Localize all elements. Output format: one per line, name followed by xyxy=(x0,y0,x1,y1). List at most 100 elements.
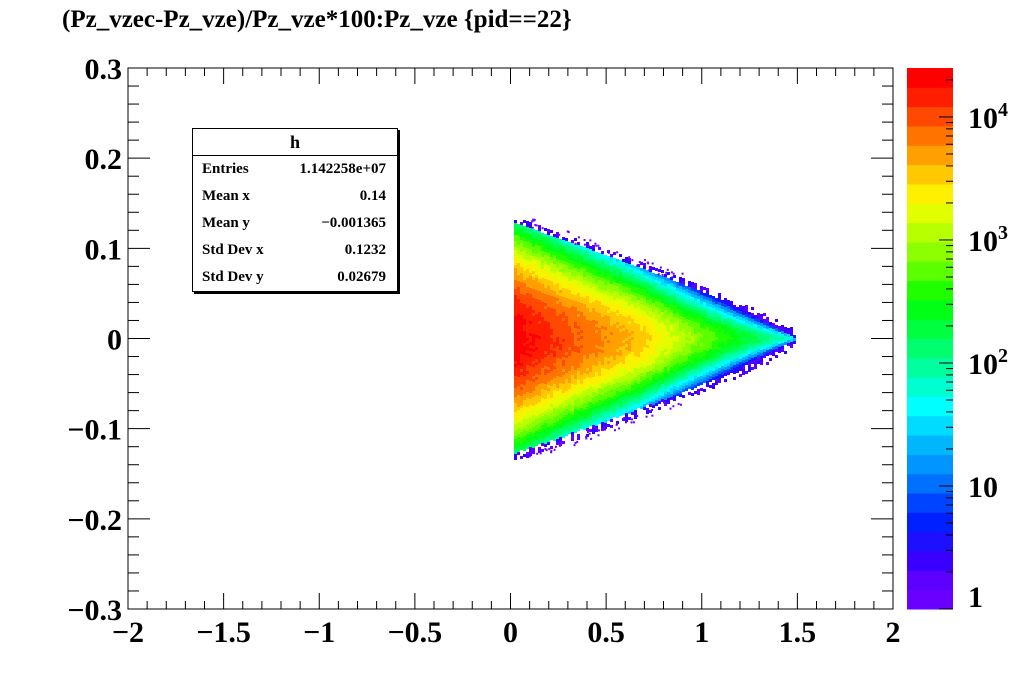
heatmap-cell xyxy=(589,246,592,249)
heatmap-cell xyxy=(556,289,559,292)
heatmap-cell xyxy=(538,366,541,369)
heatmap-cell xyxy=(592,281,595,284)
heatmap-cell xyxy=(679,340,682,343)
heatmap-cell xyxy=(613,318,616,321)
heatmap-cell xyxy=(673,281,676,284)
heatmap-cell xyxy=(541,269,544,272)
heatmap-cell xyxy=(721,372,724,375)
heatmap-cell xyxy=(595,291,598,294)
heatmap-cell xyxy=(553,366,556,369)
heatmap-cell xyxy=(631,301,634,304)
heatmap-cell xyxy=(673,362,676,365)
heatmap-cell xyxy=(715,337,718,340)
heatmap-cell xyxy=(730,322,733,325)
heatmap-cell xyxy=(526,437,529,440)
heatmap-cell xyxy=(535,314,538,317)
heatmap-cell xyxy=(640,292,643,295)
heatmap-cell xyxy=(724,313,727,316)
heatmap-cell xyxy=(589,405,592,408)
heatmap-cell xyxy=(727,339,730,342)
heatmap-cell xyxy=(685,295,688,298)
heatmap-cell xyxy=(562,318,565,321)
heatmap-cell xyxy=(709,307,712,310)
heatmap-cell xyxy=(589,273,592,276)
heatmap-cell xyxy=(520,252,523,255)
heatmap-cell xyxy=(670,391,673,394)
heatmap-cell xyxy=(562,303,565,306)
heatmap-cell xyxy=(697,305,700,308)
heatmap-cell xyxy=(604,387,607,390)
heatmap-cell xyxy=(520,441,523,444)
heatmap-cell xyxy=(520,414,523,417)
heatmap-cell xyxy=(706,360,709,363)
heatmap-cell xyxy=(718,320,721,323)
heatmap-cell xyxy=(532,442,535,445)
heatmap-cell xyxy=(730,361,733,364)
heatmap-cell xyxy=(661,393,664,396)
heatmap-cell xyxy=(544,270,547,273)
heatmap-cell xyxy=(643,259,646,262)
heatmap-cell xyxy=(628,294,631,297)
heatmap-cell xyxy=(691,384,694,387)
heatmap-cell xyxy=(589,324,592,327)
heatmap-cell xyxy=(595,261,598,264)
heatmap-cell xyxy=(559,410,562,413)
heatmap-cell xyxy=(583,322,586,325)
heatmap-cell xyxy=(607,280,610,283)
heatmap-cell xyxy=(685,301,688,304)
heatmap-cell xyxy=(628,393,631,396)
heatmap-cell xyxy=(610,266,613,269)
heatmap-cell xyxy=(706,342,709,345)
heatmap-cell xyxy=(598,352,601,355)
heatmap-cell xyxy=(685,346,688,349)
heatmap-cell xyxy=(580,393,583,396)
heatmap-cell xyxy=(577,437,580,440)
heatmap-cell xyxy=(547,316,550,319)
heatmap-cell xyxy=(520,408,523,411)
heatmap-cell xyxy=(577,344,580,347)
heatmap-cell xyxy=(580,396,583,399)
heatmap-cell xyxy=(622,361,625,364)
heatmap-cell xyxy=(583,253,586,256)
heatmap-cell xyxy=(646,381,649,384)
heatmap-cell xyxy=(622,388,625,391)
heatmap-cell xyxy=(724,367,727,370)
heatmap-cell xyxy=(565,277,568,280)
heatmap-cell xyxy=(541,263,544,266)
heatmap-cell xyxy=(574,253,577,256)
heatmap-cell xyxy=(577,404,580,407)
heatmap-cell xyxy=(544,366,547,369)
heatmap-cell xyxy=(727,369,730,372)
heatmap-cell xyxy=(619,368,622,371)
heatmap-cell xyxy=(739,341,742,344)
heatmap-cell xyxy=(532,349,535,352)
heatmap-cell xyxy=(559,392,562,395)
heatmap-cell xyxy=(595,348,598,351)
heatmap-cell xyxy=(514,256,517,259)
heatmap-cell xyxy=(634,380,637,383)
heatmap-cell xyxy=(586,353,589,356)
heatmap-cell xyxy=(727,351,730,354)
heatmap-cell xyxy=(598,343,601,346)
heatmap-cell xyxy=(520,366,523,369)
heatmap-cell xyxy=(589,378,592,381)
heatmap-cell xyxy=(613,408,616,411)
heatmap-cell xyxy=(571,258,574,261)
heatmap-cell xyxy=(643,320,646,323)
heatmap-cell xyxy=(676,330,679,333)
heatmap-cell xyxy=(556,415,559,418)
heatmap-cell xyxy=(679,334,682,337)
heatmap-cell xyxy=(514,355,517,358)
heatmap-cell xyxy=(730,331,733,334)
heatmap-cell xyxy=(754,342,757,345)
heatmap-cell xyxy=(586,275,589,278)
heatmap-cell xyxy=(532,418,535,421)
heatmap-cell xyxy=(541,281,544,284)
heatmap-cell xyxy=(532,445,535,448)
heatmap-cell xyxy=(568,368,571,371)
heatmap-cell xyxy=(553,324,556,327)
heatmap-cell xyxy=(586,290,589,293)
heatmap-cell xyxy=(529,423,532,426)
heatmap-cell xyxy=(760,362,763,365)
heatmap-cell xyxy=(679,277,682,280)
